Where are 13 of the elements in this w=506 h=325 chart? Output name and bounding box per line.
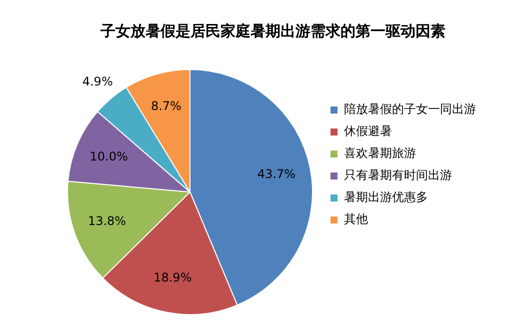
- data-label: 43.7%: [257, 166, 296, 181]
- legend-label: 暑期出游优惠多: [344, 190, 428, 204]
- data-label: 4.9%: [82, 74, 113, 89]
- legend-label: 陪放暑假的子女一同出游: [344, 102, 476, 116]
- data-label: 13.8%: [88, 214, 126, 228]
- legend-label: 其他: [344, 212, 368, 226]
- data-label: 10.0%: [90, 150, 128, 164]
- data-label: 8.7%: [150, 99, 182, 114]
- data-label: 18.9%: [154, 270, 192, 285]
- chart-title: 子女放暑假是居民家庭暑期出游需求的第一驱动因素: [100, 22, 446, 40]
- legend-label: 休假避暑: [344, 124, 392, 138]
- legend-label: 喜欢暑期旅游: [344, 146, 416, 160]
- legend-label: 只有暑期有时间出游: [344, 168, 452, 182]
